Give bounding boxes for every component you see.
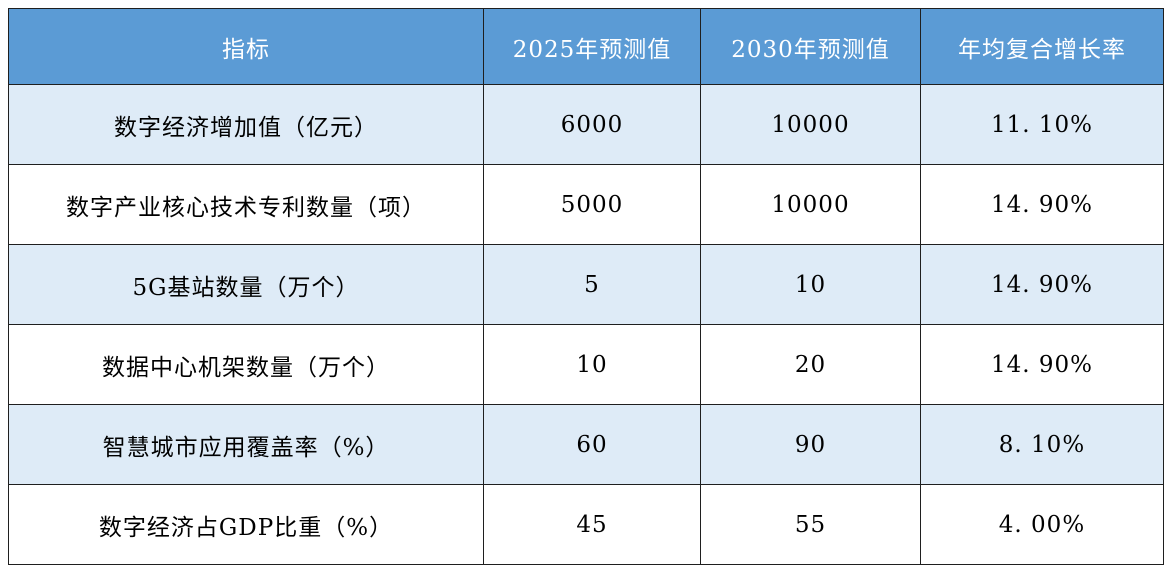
forecast-table: 指标 2025年预测值 2030年预测值 年均复合增长率 数字经济增加值（亿元）… [8, 8, 1164, 565]
cell-2030-forecast: 10000 [700, 84, 921, 165]
cell-2030-forecast: 10000 [700, 164, 921, 245]
cell-2025-forecast: 6000 [483, 84, 701, 165]
cell-2025-forecast: 60 [483, 404, 701, 485]
cell-cagr: 14. 90% [920, 244, 1164, 325]
header-2030-forecast: 2030年预测值 [700, 8, 921, 85]
cell-cagr: 8. 10% [920, 404, 1164, 485]
cell-2025-forecast: 5 [483, 244, 701, 325]
cell-2025-forecast: 10 [483, 324, 701, 405]
header-cagr: 年均复合增长率 [920, 8, 1164, 85]
table-row: 数字经济占GDP比重（%） 45 55 4. 00% [8, 484, 1164, 565]
cell-indicator: 数字经济占GDP比重（%） [8, 484, 484, 565]
header-indicator: 指标 [8, 8, 484, 85]
cell-indicator: 数据中心机架数量（万个） [8, 324, 484, 405]
cell-2030-forecast: 90 [700, 404, 921, 485]
forecast-table-container: 指标 2025年预测值 2030年预测值 年均复合增长率 数字经济增加值（亿元）… [8, 8, 1164, 565]
table-body: 数字经济增加值（亿元） 6000 10000 11. 10% 数字产业核心技术专利数量（… [8, 84, 1164, 565]
cell-indicator: 5G基站数量（万个） [8, 244, 484, 325]
table-row: 数字产业核心技术专利数量（项） 5000 10000 14. 90% [8, 164, 1164, 245]
cell-cagr: 11. 10% [920, 84, 1164, 165]
cell-indicator: 数字产业核心技术专利数量（项） [8, 164, 484, 245]
cell-2025-forecast: 45 [483, 484, 701, 565]
cell-cagr: 4. 00% [920, 484, 1164, 565]
header-2025-forecast: 2025年预测值 [483, 8, 701, 85]
cell-2030-forecast: 20 [700, 324, 921, 405]
cell-cagr: 14. 90% [920, 324, 1164, 405]
table-row: 数字经济增加值（亿元） 6000 10000 11. 10% [8, 84, 1164, 165]
cell-2025-forecast: 5000 [483, 164, 701, 245]
cell-cagr: 14. 90% [920, 164, 1164, 245]
table-header-row: 指标 2025年预测值 2030年预测值 年均复合增长率 [8, 8, 1164, 85]
table-row: 数据中心机架数量（万个） 10 20 14. 90% [8, 324, 1164, 405]
cell-2030-forecast: 10 [700, 244, 921, 325]
cell-indicator: 智慧城市应用覆盖率（%） [8, 404, 484, 485]
table-row: 智慧城市应用覆盖率（%） 60 90 8. 10% [8, 404, 1164, 485]
cell-indicator: 数字经济增加值（亿元） [8, 84, 484, 165]
table-row: 5G基站数量（万个） 5 10 14. 90% [8, 244, 1164, 325]
cell-2030-forecast: 55 [700, 484, 921, 565]
